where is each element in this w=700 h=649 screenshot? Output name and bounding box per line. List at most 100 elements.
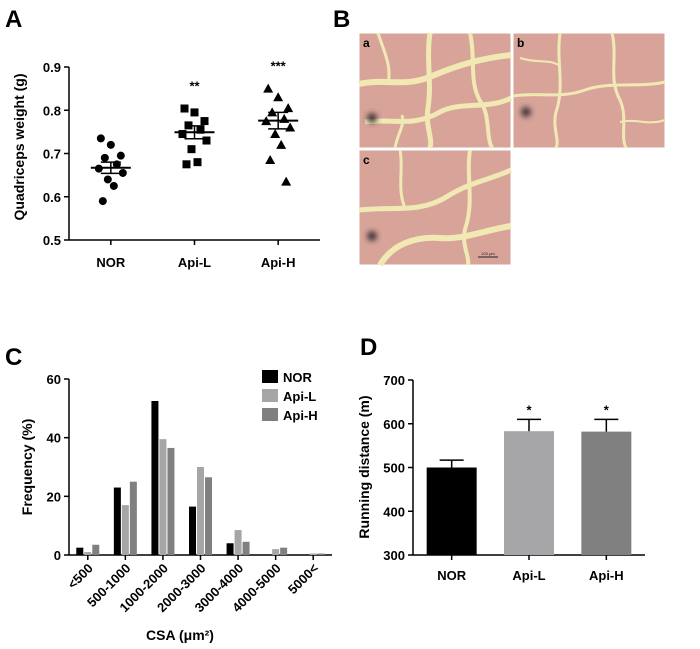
bar (113, 487, 121, 555)
data-point (202, 136, 211, 145)
bar (581, 431, 632, 555)
micrograph-b-tissue (512, 32, 666, 149)
x-tick-label: NOR (96, 255, 126, 270)
micrograph-b: b (512, 32, 666, 149)
y-tick-label: 500 (383, 461, 405, 476)
panel-d-y-axis-title: Running distance (m) (356, 395, 372, 538)
y-tick-label: 0.7 (43, 147, 61, 162)
panel-b-micrographs: a b 100 μm c (358, 32, 666, 267)
legend-label: Api-L (283, 389, 316, 404)
data-point (98, 197, 107, 206)
data-point (180, 104, 189, 113)
data-point (100, 153, 109, 162)
bar (272, 549, 280, 555)
y-tick-label: 0.5 (43, 233, 61, 248)
y-tick-label: 0.6 (43, 190, 61, 205)
micrograph-c-gap (398, 149, 408, 211)
data-point (193, 158, 202, 167)
legend-label: Api-H (283, 408, 318, 423)
data-point (190, 108, 199, 117)
legend-swatch (262, 389, 278, 402)
panel-label-c: C (5, 344, 22, 371)
y-tick-label: 300 (383, 548, 405, 563)
y-tick-label: 40 (47, 431, 61, 446)
data-point (263, 83, 274, 93)
panel-a-y-axis-title: Quadriceps weight (g) (11, 73, 27, 220)
significance-label: * (526, 402, 532, 417)
bar (426, 467, 477, 555)
data-point (285, 122, 296, 132)
micrograph-a: a (358, 32, 513, 149)
panel-label-d: D (360, 334, 377, 361)
micrograph-a-gap (468, 32, 494, 149)
data-point (106, 140, 115, 149)
x-tick-label: <500 (65, 561, 96, 592)
panel-label-b: B (333, 6, 350, 33)
significance-label: ** (189, 79, 200, 94)
data-point (118, 168, 127, 177)
y-tick-label: 20 (47, 489, 61, 504)
data-point (116, 151, 125, 160)
data-point (200, 117, 209, 126)
panel-d-bar-chart: Running distance (m) 300 400 500 600 700 NOR A… (356, 373, 645, 583)
micrograph-b-gap (512, 80, 666, 98)
legend-swatch (262, 370, 278, 383)
bar (121, 505, 129, 555)
micrograph-b-gap (610, 32, 628, 149)
x-tick-label: Api-L (512, 568, 545, 583)
data-point (270, 129, 281, 139)
bar (226, 543, 234, 555)
data-point (178, 130, 187, 139)
data-point (103, 175, 112, 184)
significance-label: *** (271, 59, 287, 74)
y-tick-label: 0.9 (43, 60, 61, 75)
micrograph-a-spot (367, 113, 377, 123)
micrograph-c-spot (367, 231, 377, 241)
bar (317, 553, 325, 555)
micrograph-b-spot (521, 107, 531, 117)
micrograph-a-gap (376, 32, 391, 85)
x-tick-label: Api-L (178, 255, 211, 270)
y-tick-label: 0.8 (43, 103, 61, 118)
bar (84, 552, 92, 555)
micrograph-c-label: c (363, 153, 370, 167)
x-tick-label: 5000< (285, 560, 322, 597)
significance-label: * (604, 402, 610, 417)
y-tick-label: 60 (47, 372, 61, 387)
x-tick-label: NOR (437, 568, 467, 583)
bar (280, 547, 288, 555)
data-point (96, 134, 105, 143)
data-point (109, 181, 118, 190)
panel-c-y-axis-title: Frequency (%) (19, 419, 35, 515)
bar (159, 439, 167, 555)
legend-swatch (262, 408, 278, 421)
data-point (276, 139, 287, 149)
data-point (281, 176, 292, 186)
micrograph-a-label: a (363, 36, 370, 50)
data-point (265, 154, 276, 164)
micrograph-b-gap (553, 32, 562, 149)
micrograph-c-gap (358, 167, 513, 213)
bar (504, 431, 554, 555)
data-point (273, 92, 284, 102)
data-point (187, 145, 196, 154)
micrograph-a-gap (364, 95, 513, 125)
micrograph-c-gap (377, 223, 512, 267)
bar (167, 447, 175, 555)
y-tick-label: 400 (383, 504, 405, 519)
bar (129, 481, 137, 555)
panel-label-a: A (5, 6, 22, 33)
panel-c-histogram: Frequency (%) CSA (μm²) 0204060<500500-1… (19, 370, 332, 643)
bar (309, 553, 317, 555)
micrograph-a-gap (424, 32, 434, 149)
y-tick-label: 700 (383, 373, 405, 388)
panel-c-x-axis-title: CSA (μm²) (146, 627, 214, 643)
bar (92, 544, 100, 555)
y-tick-label: 600 (383, 417, 405, 432)
micrograph-a-gap (393, 114, 405, 149)
data-point (182, 160, 191, 169)
bar (189, 506, 196, 555)
micrograph-b-label: b (517, 36, 524, 50)
micrograph-a-gap (358, 52, 512, 87)
